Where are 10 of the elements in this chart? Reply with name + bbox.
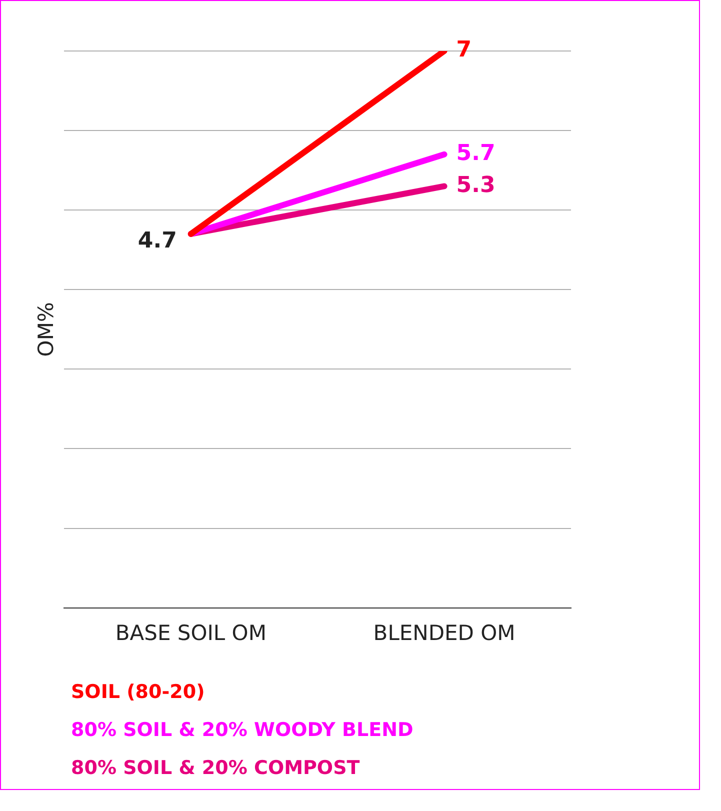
data-label: 5.7: [456, 141, 496, 166]
x-tick-label: BLENDED OM: [373, 620, 516, 645]
text: SOIL (80-20): [71, 680, 206, 705]
data-label: 4.7: [138, 228, 177, 254]
text: 80% SOIL & 20% COMPOST: [71, 756, 361, 781]
data-label: 5.3: [456, 172, 496, 198]
text: 80% SOIL & 20% WOODY BLEND: [71, 718, 414, 743]
y-axis-title: OM%: [34, 302, 58, 357]
x-tick-label: BASE SOIL OM: [115, 620, 266, 645]
data-label: 7: [456, 38, 472, 63]
